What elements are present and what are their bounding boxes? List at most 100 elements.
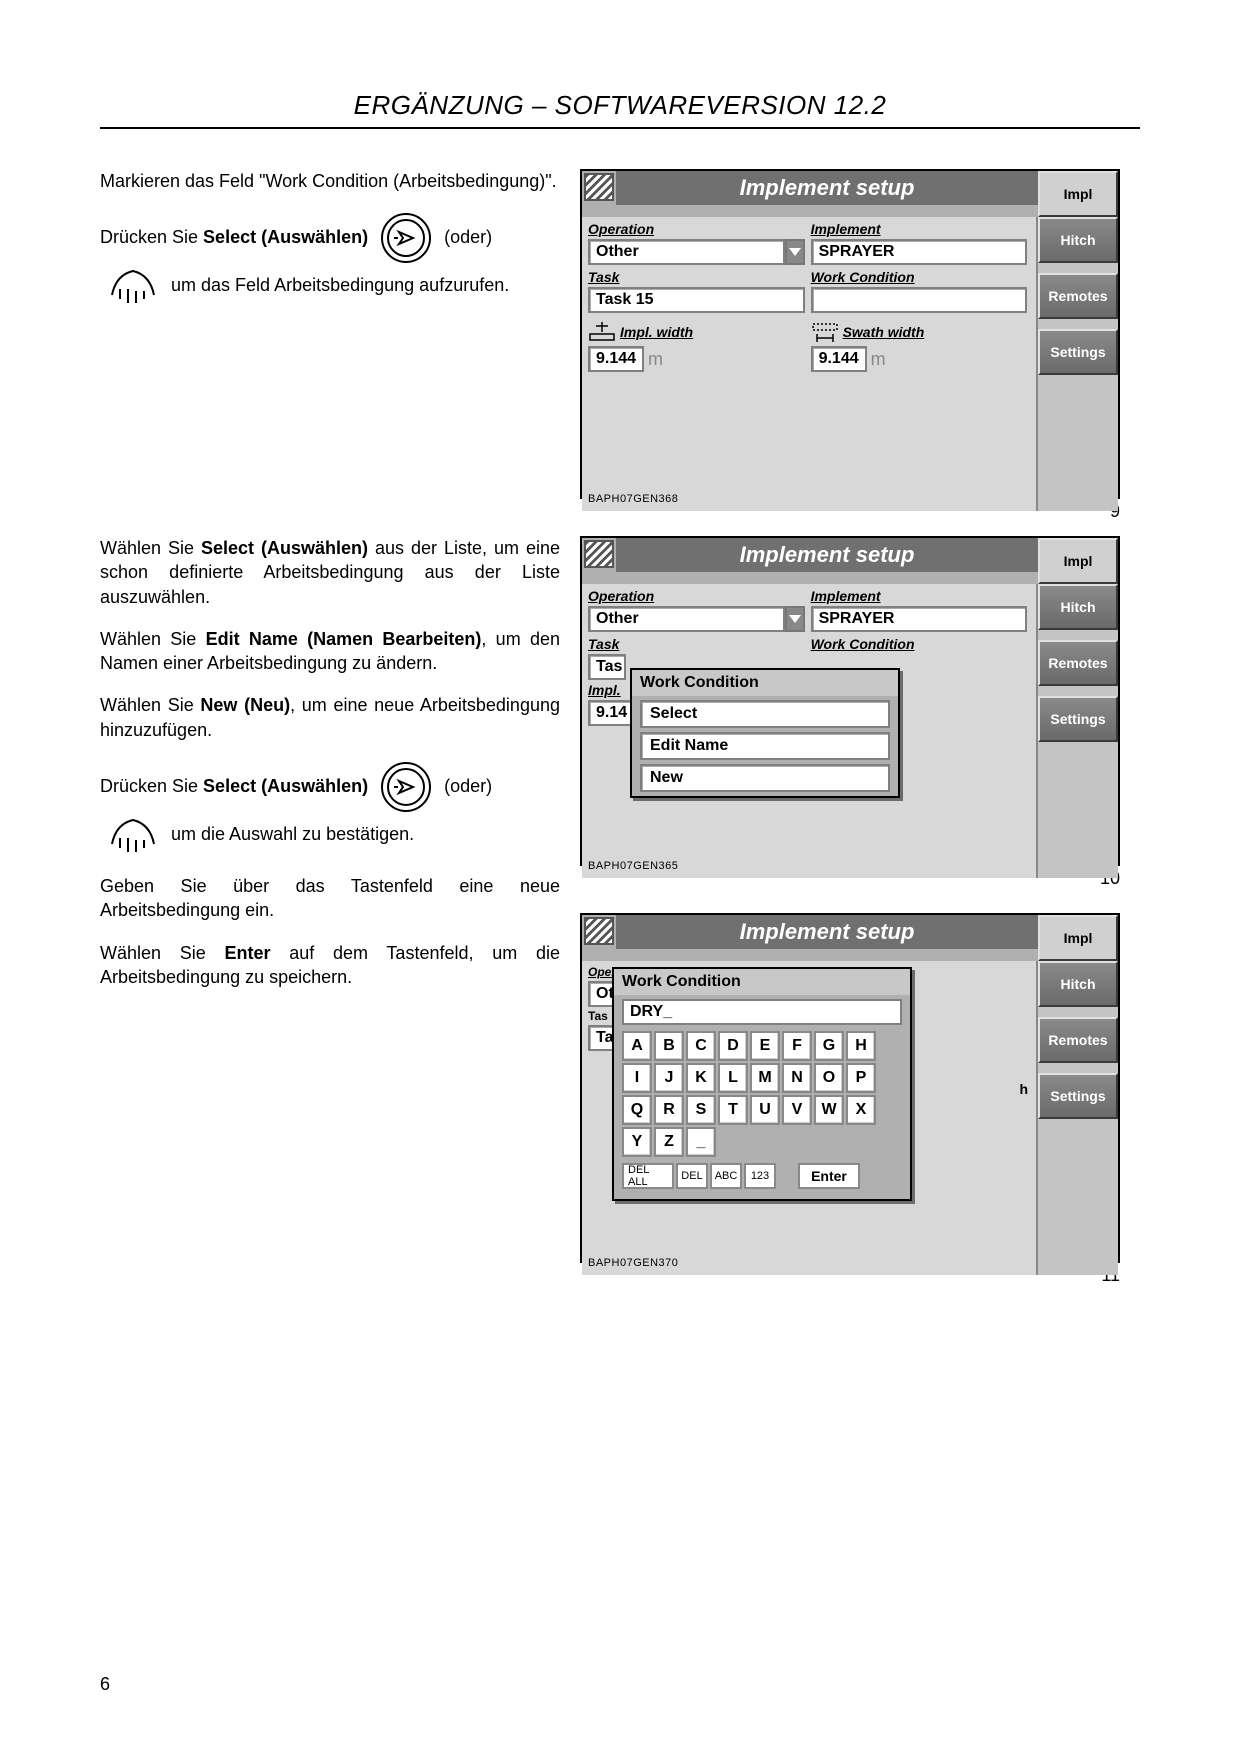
screen-title: Implement setup (616, 915, 1038, 949)
key-j[interactable]: J (654, 1063, 684, 1093)
tab-impl[interactable]: Impl (1038, 915, 1118, 961)
implwidth-label: Impl. width (620, 324, 693, 340)
key-m[interactable]: M (750, 1063, 780, 1093)
tas-trunc: Tas (588, 1009, 608, 1023)
key-n[interactable]: N (782, 1063, 812, 1093)
implwidth-field[interactable]: 9.144 (588, 346, 644, 372)
tab-settings[interactable]: Settings (1038, 1073, 1118, 1119)
key-w[interactable]: W (814, 1095, 844, 1125)
text: um das Feld Arbeitsbedingung aufzurufen. (171, 275, 509, 295)
implement-label: Implement (811, 221, 1028, 237)
key-f[interactable]: F (782, 1031, 812, 1061)
key-r[interactable]: R (654, 1095, 684, 1125)
paragraph-3: Wählen Sie Select (Auswählen) aus der Li… (100, 536, 560, 609)
workcond-field[interactable] (811, 287, 1028, 313)
paragraph-6: Drücken Sie Select (Auswählen) (oder) um… (100, 760, 560, 856)
key-z[interactable]: Z (654, 1127, 684, 1157)
screenshot-10: Implement setup Impl Operation Implement… (580, 536, 1120, 866)
key-del[interactable]: DEL (676, 1163, 708, 1189)
task-trunc: Tas (588, 654, 626, 680)
text-bold: Select (Auswählen) (203, 227, 368, 247)
key-s[interactable]: S (686, 1095, 716, 1125)
key-b[interactable]: B (654, 1031, 684, 1061)
keypad-title: Work Condition (614, 969, 910, 995)
implement-field[interactable]: SPRAYER (811, 239, 1028, 265)
workcond-label: Work Condition (811, 269, 1028, 285)
select-dial-icon (379, 211, 433, 265)
keypad-entry[interactable]: DRY_ (622, 999, 902, 1025)
key-g[interactable]: G (814, 1031, 844, 1061)
impl-trunc: Impl. (588, 682, 621, 698)
page-header: ERGÄNZUNG – SOFTWAREVERSION 12.2 (100, 90, 1140, 129)
text: (oder) (444, 227, 492, 247)
tab-hitch[interactable]: Hitch (1038, 217, 1118, 263)
key-d[interactable]: D (718, 1031, 748, 1061)
implement-field[interactable]: SPRAYER (811, 606, 1028, 632)
swath-field[interactable]: 9.144 (811, 346, 867, 372)
tab-remotes[interactable]: Remotes (1038, 1017, 1118, 1063)
screen-title: Implement setup (616, 538, 1038, 572)
operation-dropdown-icon[interactable] (785, 606, 805, 632)
tab-remotes[interactable]: Remotes (1038, 640, 1118, 686)
tab-remotes[interactable]: Remotes (1038, 273, 1118, 319)
key-t[interactable]: T (718, 1095, 748, 1125)
tab-hitch[interactable]: Hitch (1038, 584, 1118, 630)
key-enter[interactable]: Enter (798, 1163, 860, 1189)
popup-item-editname[interactable]: Edit Name (640, 732, 890, 760)
key-c[interactable]: C (686, 1031, 716, 1061)
hatch-icon (584, 917, 614, 945)
task-field[interactable]: Task 15 (588, 287, 805, 313)
image-ref: BAPH07GEN365 (588, 860, 678, 872)
key-p[interactable]: P (846, 1063, 876, 1093)
screenshot-9: Implement setup Impl Operation Implement… (580, 169, 1120, 499)
swath-label: Swath width (843, 324, 925, 340)
screenshot-11: Implement setup Impl Oper Ot Tas Ta h Wo… (580, 913, 1120, 1263)
tab-settings[interactable]: Settings (1038, 696, 1118, 742)
key-x[interactable]: X (846, 1095, 876, 1125)
paragraph-7: Geben Sie über das Tastenfeld eine neue … (100, 874, 560, 923)
key-h[interactable]: H (846, 1031, 876, 1061)
key-u[interactable]: U (750, 1095, 780, 1125)
popup-item-select[interactable]: Select (640, 700, 890, 728)
operation-dropdown-icon[interactable] (785, 239, 805, 265)
tab-impl[interactable]: Impl (1038, 171, 1118, 217)
task-label: Task (588, 636, 805, 652)
workcond-label: Work Condition (811, 636, 1028, 652)
key-e[interactable]: E (750, 1031, 780, 1061)
operation-field[interactable]: Other (588, 239, 785, 265)
impl-width-icon (588, 320, 616, 344)
popup-title: Work Condition (632, 670, 898, 696)
key-y[interactable]: Y (622, 1127, 652, 1157)
select-dial-icon (379, 760, 433, 814)
popup-item-new[interactable]: New (640, 764, 890, 792)
key-v[interactable]: V (782, 1095, 812, 1125)
tab-hitch[interactable]: Hitch (1038, 961, 1118, 1007)
screen-title: Implement setup (616, 171, 1038, 205)
image-ref: BAPH07GEN368 (588, 493, 678, 505)
key-k[interactable]: K (686, 1063, 716, 1093)
key-del-all[interactable]: DEL ALL (622, 1163, 674, 1189)
key-l[interactable]: L (718, 1063, 748, 1093)
key-underscore[interactable]: _ (686, 1127, 716, 1157)
key-o[interactable]: O (814, 1063, 844, 1093)
key-a[interactable]: A (622, 1031, 652, 1061)
workcond-popup: Work Condition Select Edit Name New (630, 668, 900, 798)
swath-h: h (1019, 1081, 1028, 1097)
tab-impl[interactable]: Impl (1038, 538, 1118, 584)
image-ref: BAPH07GEN370 (588, 1257, 678, 1269)
paragraph-2: Drücken Sie Select (Auswählen) (oder) um… (100, 211, 560, 307)
task-label: Task (588, 269, 805, 285)
key-q[interactable]: Q (622, 1095, 652, 1125)
touch-hand-icon (106, 814, 160, 856)
hatch-icon (584, 173, 614, 201)
text: Drücken Sie (100, 227, 203, 247)
key-i[interactable]: I (622, 1063, 652, 1093)
page-number: 6 (100, 1674, 110, 1695)
keypad-grid: ABCDEFGH IJKLMNOP QRSTUVWX YZ_ (622, 1031, 902, 1157)
hatch-icon (584, 540, 614, 568)
val-trunc: 9.14 (588, 700, 632, 726)
key-123[interactable]: 123 (744, 1163, 776, 1189)
key-abc[interactable]: ABC (710, 1163, 742, 1189)
tab-settings[interactable]: Settings (1038, 329, 1118, 375)
operation-field[interactable]: Other (588, 606, 785, 632)
